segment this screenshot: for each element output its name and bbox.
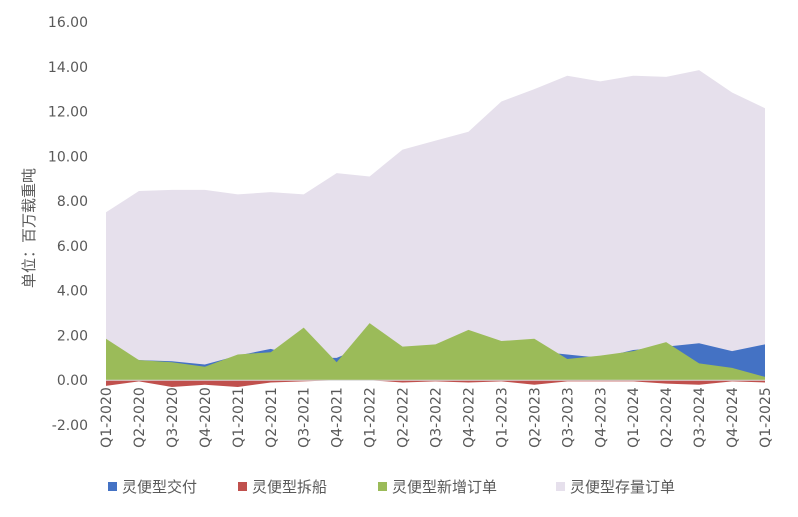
- y-tick-label: 14.00: [48, 60, 88, 76]
- y-tick-label: 10.00: [48, 149, 88, 165]
- x-tick-label: Q1-2025: [758, 387, 774, 448]
- y-tick-label: 0.00: [57, 373, 88, 389]
- x-tick-label: Q3-2023: [560, 387, 576, 448]
- legend-label: 灵便型存量订单: [570, 478, 675, 496]
- x-tick-label: Q4-2022: [461, 387, 477, 448]
- x-tick-label: Q1-2021: [231, 387, 247, 448]
- x-tick-label: Q3-2020: [165, 387, 181, 448]
- area-series-1: [106, 380, 765, 387]
- area-series-3: [106, 70, 765, 381]
- y-axis-ticks: -2.00 0.00 2.00 4.00 6.00 8.00 10.00 12.00 14.00…: [48, 15, 88, 434]
- x-tick-label: Q2-2023: [527, 387, 543, 448]
- x-tick-label: Q3-2022: [429, 387, 445, 448]
- legend-label: 灵便型新增订单: [392, 478, 497, 496]
- x-tick-label: Q2-2024: [659, 387, 675, 448]
- x-tick-label: Q2-2020: [132, 387, 148, 448]
- legend-swatch: [556, 482, 565, 491]
- x-tick-label: Q1-2024: [626, 387, 642, 448]
- x-axis-ticks: Q1-2020 Q2-2020 Q3-2020 Q4-2020 Q1-2021 Q2-20…: [99, 387, 774, 448]
- x-tick-label: Q1-2022: [363, 387, 379, 448]
- legend: 灵便型交付 灵便型拆船 灵便型新增订单 灵便型存量订单: [108, 478, 675, 496]
- legend-swatch: [238, 482, 247, 491]
- legend-label: 灵便型拆船: [252, 478, 327, 496]
- y-axis-label: 单位：百万载重吨: [20, 168, 38, 288]
- legend-swatch: [378, 482, 387, 491]
- x-tick-label: Q3-2021: [297, 387, 313, 448]
- x-tick-label: Q2-2022: [396, 387, 412, 448]
- y-tick-label: -2.00: [52, 418, 88, 434]
- y-tick-label: 12.00: [48, 105, 88, 121]
- area-series-2: [106, 323, 765, 381]
- x-tick-label: Q4-2021: [330, 387, 346, 448]
- x-tick-label: Q2-2021: [264, 387, 280, 448]
- legend-label: 灵便型交付: [122, 478, 197, 496]
- y-tick-label: 6.00: [57, 239, 88, 255]
- plot-area: [106, 70, 765, 387]
- x-tick-label: Q1-2020: [99, 387, 115, 448]
- y-tick-label: 2.00: [57, 328, 88, 344]
- x-tick-label: Q3-2024: [692, 387, 708, 448]
- y-tick-label: 8.00: [57, 194, 88, 210]
- x-tick-label: Q4-2020: [198, 387, 214, 448]
- x-tick-label: Q4-2023: [593, 387, 609, 448]
- y-tick-label: 16.00: [48, 15, 88, 31]
- legend-swatch: [108, 482, 117, 491]
- x-tick-label: Q1-2023: [494, 387, 510, 448]
- x-tick-label: Q4-2024: [725, 387, 741, 448]
- y-tick-label: 4.00: [57, 284, 88, 300]
